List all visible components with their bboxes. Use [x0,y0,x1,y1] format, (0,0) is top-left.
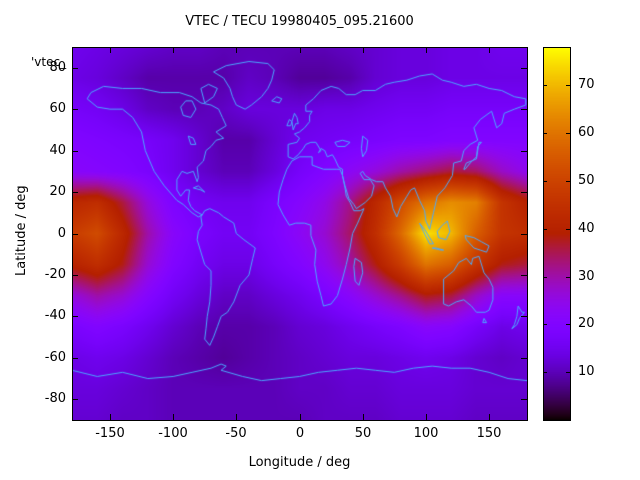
y-tick-label: 40 [49,142,66,158]
chart-title: VTEC / TECU 19980405_095.21600 [185,14,414,29]
y-tick-label: -60 [44,349,66,365]
colorbar-tick-label: 10 [578,363,595,379]
colorbar-tick-label: 20 [578,315,595,331]
x-tick-label: 50 [354,426,372,441]
colorbar-tick-label: 30 [578,268,595,284]
y-tick-label: 80 [49,59,66,75]
x-tick-label: -50 [225,426,247,441]
colorbar-tick-label: 40 [578,220,595,236]
y-tick-label: 20 [49,183,66,199]
heatmap-canvas [72,47,527,420]
y-tick-label: -20 [44,266,66,282]
x-tick-label: -150 [95,426,125,441]
x-tick-label: -100 [158,426,188,441]
y-tick-label: 60 [49,100,66,116]
x-axis-label: Longitude / deg [248,455,351,470]
colorbar-canvas [543,47,570,420]
x-tick-label: 0 [295,426,305,441]
y-tick-label: -40 [44,307,66,323]
x-tick-label: 100 [413,426,439,441]
y-tick-label: 0 [57,225,66,241]
colorbar-tick-label: 70 [578,76,595,92]
key-label: 'vtec_ [31,55,67,69]
y-tick-label: -80 [44,390,66,406]
x-tick-label: 150 [476,426,502,441]
colorbar-tick-label: 50 [578,172,595,188]
colorbar-tick-label: 60 [578,124,595,140]
